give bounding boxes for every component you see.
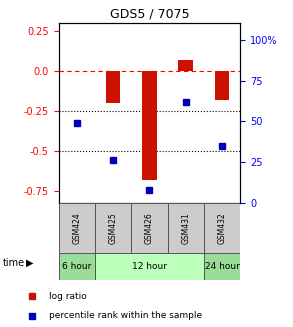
Bar xyxy=(95,203,131,253)
Bar xyxy=(215,71,229,100)
Bar xyxy=(142,71,157,180)
Text: GSM431: GSM431 xyxy=(181,212,190,244)
Bar xyxy=(106,71,120,103)
Text: GSM424: GSM424 xyxy=(72,212,81,244)
Text: 24 hour: 24 hour xyxy=(205,262,240,271)
Bar xyxy=(204,253,240,280)
Bar xyxy=(168,203,204,253)
Bar xyxy=(59,253,95,280)
Text: GSM432: GSM432 xyxy=(218,212,226,244)
Bar xyxy=(178,60,193,71)
Bar xyxy=(204,203,240,253)
Bar xyxy=(95,253,204,280)
Bar xyxy=(131,203,168,253)
Text: 12 hour: 12 hour xyxy=(132,262,167,271)
Text: 6 hour: 6 hour xyxy=(62,262,91,271)
Text: log ratio: log ratio xyxy=(49,292,87,301)
Text: ▶: ▶ xyxy=(25,258,33,268)
Title: GDS5 / 7075: GDS5 / 7075 xyxy=(110,7,189,20)
Text: percentile rank within the sample: percentile rank within the sample xyxy=(49,311,202,320)
Text: GSM425: GSM425 xyxy=(109,212,117,244)
Bar xyxy=(59,203,95,253)
Text: time: time xyxy=(3,258,25,268)
Text: GSM426: GSM426 xyxy=(145,212,154,244)
